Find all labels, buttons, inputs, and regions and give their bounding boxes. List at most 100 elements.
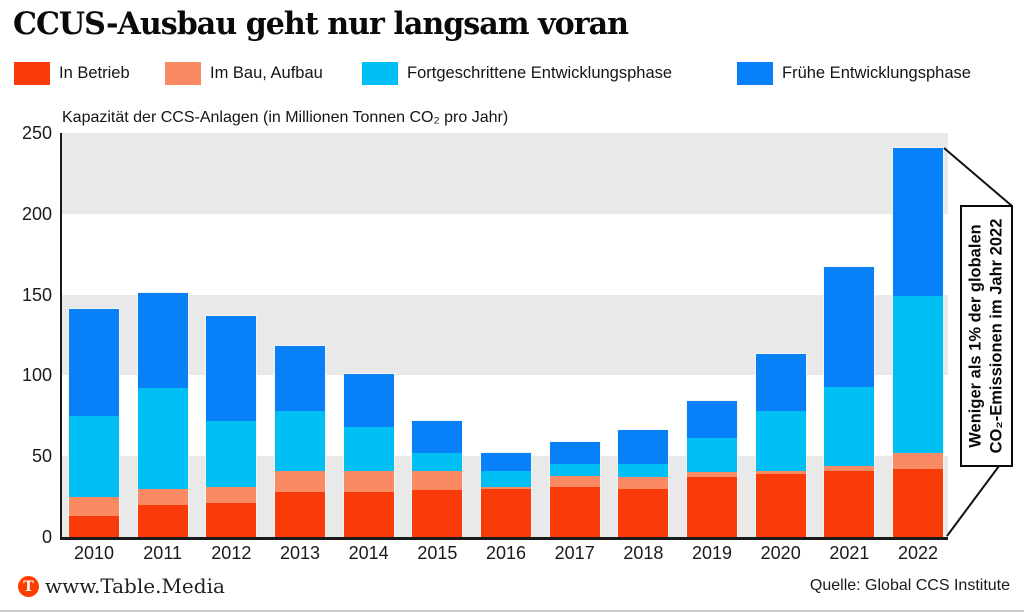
bar-2013 xyxy=(275,346,325,537)
x-tick-label: 2021 xyxy=(829,543,870,563)
bar-segment xyxy=(824,386,875,466)
bar-segment xyxy=(343,491,394,537)
bar-segment xyxy=(549,441,600,465)
bar-segment xyxy=(618,464,669,478)
bar-2010 xyxy=(69,309,119,537)
annotation-text: Weniger als 1% der globalen CO₂-Emission… xyxy=(966,218,1006,454)
y-tick-label: 250 xyxy=(21,123,52,143)
legend-swatch xyxy=(737,62,773,85)
x-tick-label: 2020 xyxy=(760,543,801,563)
bar-segment xyxy=(687,438,738,473)
bar-segment xyxy=(755,473,806,537)
brand-url: www.Table.Media xyxy=(45,574,225,598)
legend: In Betrieb Im Bau, Aufbau Fortgeschrittene… xyxy=(0,62,1024,86)
y-tick-label: 50 xyxy=(31,446,52,467)
bar-segment xyxy=(618,430,669,465)
bar-segment xyxy=(137,488,188,505)
legend-item: Im Bau, Aufbau xyxy=(165,62,323,85)
x-tick-label: 2015 xyxy=(417,543,458,563)
bar-2011 xyxy=(137,293,188,537)
plot-area xyxy=(62,133,948,537)
bar-segment xyxy=(893,469,944,537)
bar-segment xyxy=(343,373,394,428)
bar-2021 xyxy=(824,267,875,537)
bar-segment xyxy=(481,488,532,537)
bar-2014 xyxy=(343,373,394,537)
bar-segment xyxy=(549,464,600,476)
legend-label: Fortgeschrittene Entwicklungsphase xyxy=(407,64,673,82)
bar-2020 xyxy=(755,354,806,537)
x-tick-label: 2017 xyxy=(554,543,595,563)
legend-item: In Betrieb xyxy=(14,62,130,85)
x-tick-label: 2011 xyxy=(143,543,183,563)
legend-swatch xyxy=(362,62,398,85)
bottom-divider xyxy=(0,610,1024,612)
bar-segment xyxy=(824,470,875,537)
bar-segment xyxy=(755,470,806,474)
bar-segment xyxy=(137,293,188,389)
x-tick-label: 2022 xyxy=(898,543,939,563)
x-tick-label: 2010 xyxy=(73,543,115,563)
legend-swatch xyxy=(165,62,201,85)
bar-segment xyxy=(69,415,119,497)
bar-segment xyxy=(137,504,188,537)
y-axis-title: Kapazität der CCS-Anlagen (in Millionen … xyxy=(62,109,509,126)
y-axis-line xyxy=(60,133,62,539)
x-tick-label: 2012 xyxy=(211,543,252,563)
bar-segment xyxy=(69,309,119,416)
legend-item: Fortgeschrittene Entwicklungsphase xyxy=(362,62,672,85)
x-axis-line xyxy=(60,537,948,540)
bar-2019 xyxy=(687,401,738,537)
bar-segment xyxy=(755,410,806,471)
y-tick-label: 200 xyxy=(21,203,52,224)
bar-segment xyxy=(69,516,119,537)
bar-segment xyxy=(275,346,325,411)
y-tick-label: 0 xyxy=(41,527,52,547)
x-tick-label: 2013 xyxy=(279,543,321,563)
bar-segment xyxy=(206,420,257,487)
bar-segment xyxy=(343,470,394,492)
bar-segment xyxy=(481,486,532,489)
bar-segment xyxy=(481,470,532,487)
bar-segment xyxy=(549,475,600,487)
bar-segment xyxy=(893,296,944,453)
bar-segment xyxy=(824,267,875,387)
x-tick-label: 2019 xyxy=(691,543,733,563)
bar-segment xyxy=(275,491,325,537)
x-tick-label: 2014 xyxy=(348,543,389,563)
legend-label: In Betrieb xyxy=(59,64,130,82)
y-tick-label: 150 xyxy=(21,284,52,305)
bar-2017 xyxy=(549,441,600,537)
bar-segment xyxy=(343,427,394,471)
y-tick-label: 100 xyxy=(21,365,52,386)
bar-segment xyxy=(618,477,669,489)
bar-segment xyxy=(412,452,463,471)
bar-segment xyxy=(618,488,669,537)
bar-segment xyxy=(275,470,325,492)
bar-2016 xyxy=(481,453,532,537)
legend-label: Frühe Entwicklungsphase xyxy=(782,64,971,82)
bar-segment xyxy=(412,420,463,453)
x-tick-label: 2016 xyxy=(485,543,527,563)
grid-band-200-250 xyxy=(62,133,948,214)
bar-segment xyxy=(824,465,875,471)
bar-segment xyxy=(412,470,463,491)
bar-segment xyxy=(206,503,257,537)
page-title: CCUS-Ausbau geht nur langsam voran xyxy=(13,6,629,42)
source-credit: Quelle: Global CCS Institute xyxy=(809,577,1010,594)
bar-2012 xyxy=(206,315,257,537)
annotation-box: Weniger als 1% der globalen CO₂-Emission… xyxy=(960,205,1013,467)
table-media-logo-icon: T xyxy=(18,576,39,597)
bar-segment xyxy=(549,486,600,537)
bar-segment xyxy=(755,354,806,411)
bar-segment xyxy=(893,147,944,297)
x-tick-label: 2018 xyxy=(623,543,664,563)
bar-2015 xyxy=(412,420,463,537)
bar-segment xyxy=(275,410,325,471)
legend-item: Frühe Entwicklungsphase xyxy=(737,62,971,85)
bar-segment xyxy=(687,401,738,439)
bar-segment xyxy=(893,452,944,470)
legend-label: Im Bau, Aufbau xyxy=(210,64,323,82)
legend-swatch xyxy=(14,62,50,85)
